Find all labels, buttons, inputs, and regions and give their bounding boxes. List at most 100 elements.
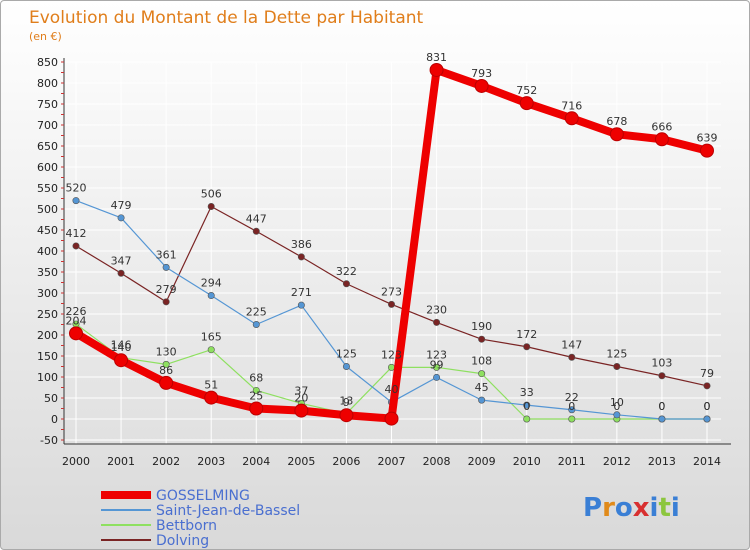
data-point [433,373,441,381]
data-label: 123 [381,348,402,361]
data-point [613,362,621,370]
data-point [384,411,399,426]
legend: GOSSELMINGSaint-Jean-de-BasselBettbornDo… [101,488,300,549]
data-label: 386 [291,238,312,251]
axes: -500501001502002503003504004505005506006… [37,56,731,468]
data-label: 140 [111,341,132,354]
data-label: 45 [475,381,489,394]
data-point [342,362,350,370]
data-point [654,132,669,147]
x-tick-label: 2008 [423,455,451,468]
x-tick-label: 2000 [62,455,90,468]
data-label: 79 [700,367,714,380]
data-label: 225 [246,306,267,319]
data-point [204,390,219,405]
x-tick-label: 2003 [197,455,225,468]
data-label: 506 [201,187,222,200]
data-point [162,298,170,306]
data-label: 123 [426,348,447,361]
data-label: 752 [516,84,537,97]
data-label: 9 [343,396,350,409]
data-label: 13 [339,395,353,408]
proxiti-logo: Proxiti [583,493,680,523]
data-point [387,300,395,308]
y-tick-label: 550 [37,182,58,195]
data-point [433,318,441,326]
data-label: 51 [204,379,218,392]
data-label: 147 [561,338,582,351]
legend-label: Saint-Jean-de-Bassel [156,503,300,519]
data-point [568,353,576,361]
data-label: 0 [523,400,530,413]
data-point [207,346,215,354]
data-point [342,280,350,288]
chart-subtitle: (en €) [29,30,62,43]
logo-text: Proxiti [583,493,680,523]
data-label: 294 [201,277,222,290]
data-label: 37 [294,384,308,397]
y-tick-label: 300 [37,287,58,300]
data-point [159,375,174,390]
x-tick-label: 2012 [603,455,631,468]
data-label: 793 [471,67,492,80]
y-tick-label: 800 [37,77,58,90]
x-tick-label: 2006 [332,455,360,468]
x-tick-label: 2004 [242,455,270,468]
data-point [478,370,486,378]
data-label: 0 [568,400,575,413]
data-label: 639 [697,132,718,145]
data-label: 20 [294,392,308,405]
grid [64,61,721,444]
data-point [387,363,395,371]
x-tick-label: 2001 [107,455,135,468]
data-label: 125 [606,348,627,361]
data-label: 0 [613,400,620,413]
data-label: 678 [606,115,627,128]
data-label: 230 [426,303,447,316]
data-point [207,292,215,300]
data-point [339,408,354,423]
data-label: 108 [471,355,492,368]
y-tick-label: -50 [40,434,58,447]
y-tick-label: 400 [37,245,58,258]
data-label: 190 [471,320,492,333]
data-label: 226 [66,305,87,318]
data-point [703,415,711,423]
data-point [252,227,260,235]
logo-letter: x [633,493,650,523]
y-tick-label: 200 [37,329,58,342]
legend-label: GOSSELMING [156,488,250,504]
data-label: 273 [381,285,402,298]
data-label: 361 [156,248,177,261]
data-label: 0 [704,400,711,413]
data-point [114,353,129,368]
data-label: 447 [246,212,267,225]
series-layer [69,62,714,426]
data-point [568,406,576,414]
logo-letter: t [658,493,670,523]
data-point [72,197,80,205]
y-tick-label: 600 [37,161,58,174]
x-tick-label: 2014 [693,455,721,468]
chart-title: Evolution du Montant de la Dette par Hab… [29,8,424,28]
data-label: 103 [651,357,672,370]
data-label: 165 [201,331,222,344]
data-point [703,382,711,390]
data-label: 0 [704,400,711,413]
data-label: 279 [156,283,177,296]
data-point [117,269,125,277]
data-point [429,62,444,77]
data-point [613,411,621,419]
y-tick-label: 100 [37,371,58,384]
data-point [700,143,714,158]
data-point [117,214,125,222]
y-tick-label: 350 [37,266,58,279]
data-label: 347 [111,254,132,267]
data-label: 146 [111,339,132,352]
data-point [523,343,531,351]
y-tick-label: 50 [44,392,58,405]
data-label: 412 [66,227,87,240]
data-point [564,111,579,126]
